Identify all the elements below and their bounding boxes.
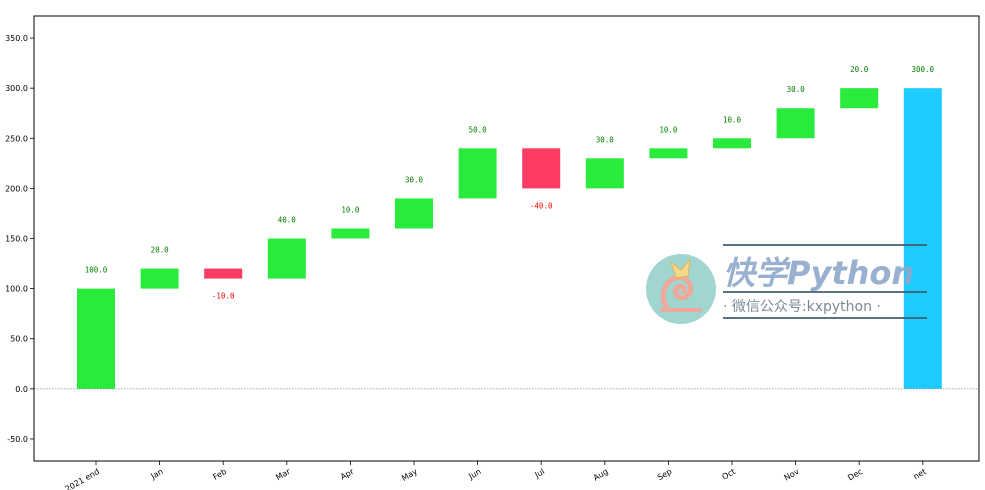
x-tick-label: Nov bbox=[783, 467, 801, 483]
data-labels-group: 100.0 20.0 -10.0 40.0 10.0 30.0 50.0 -40.0 30.0 1… bbox=[85, 65, 935, 300]
x-tick-label: Jan bbox=[149, 467, 165, 481]
bar-may bbox=[395, 198, 433, 229]
y-tick-label: 350.0 bbox=[5, 34, 28, 43]
y-tick-label: 150.0 bbox=[5, 235, 28, 244]
bar-jan bbox=[140, 268, 179, 289]
bar-aug bbox=[585, 158, 624, 189]
bar-net bbox=[903, 88, 942, 389]
watermark-title: 快学Python bbox=[723, 254, 914, 292]
data-label: 10.0 bbox=[723, 115, 742, 124]
y-tick-label: 200.0 bbox=[5, 184, 28, 193]
data-label: 100.0 bbox=[85, 266, 108, 275]
x-tick-label: 2021 end bbox=[64, 467, 101, 490]
x-axis: 2021 end Jan Feb Mar Apr May Jun Jul Aug Sep Oct No… bbox=[64, 461, 928, 490]
x-tick-label: net bbox=[912, 467, 928, 481]
y-tick-label: 0.0 bbox=[15, 385, 28, 394]
x-tick-label: Sep bbox=[656, 467, 674, 482]
data-label: 50.0 bbox=[469, 125, 488, 134]
data-label: 40.0 bbox=[278, 216, 297, 225]
bar-apr bbox=[331, 228, 370, 239]
bars-group bbox=[77, 88, 942, 389]
data-label: 30.0 bbox=[596, 135, 615, 144]
bar-oct bbox=[713, 138, 751, 149]
x-tick-label: Oct bbox=[721, 467, 737, 482]
x-tick-label: Dec bbox=[846, 467, 864, 483]
bar-mar bbox=[267, 238, 306, 279]
y-axis: -50.0 0.0 50.0 100.0 150.0 200.0 250.0 300.0 350… bbox=[5, 34, 34, 444]
watermark-logo bbox=[646, 254, 716, 324]
watermark-subtitle: · 微信公众号:kxpython · bbox=[723, 299, 881, 315]
bar-feb bbox=[204, 268, 243, 279]
data-label: 20.0 bbox=[850, 65, 869, 74]
y-tick-label: -50.0 bbox=[7, 435, 28, 444]
data-label: 300.0 bbox=[912, 65, 935, 74]
bar-nov bbox=[776, 108, 815, 139]
watermark: 快学Python · 微信公众号:kxpython · bbox=[646, 244, 927, 324]
bar-sep bbox=[649, 148, 688, 159]
data-label: -40.0 bbox=[530, 201, 553, 210]
x-tick-label: Apr bbox=[339, 467, 356, 482]
x-tick-label: Jun bbox=[466, 467, 482, 482]
data-label: 10.0 bbox=[659, 125, 678, 134]
data-label: -10.0 bbox=[212, 292, 235, 301]
plot-background bbox=[34, 16, 979, 461]
y-tick-label: 100.0 bbox=[5, 285, 28, 294]
data-label: 30.0 bbox=[787, 85, 806, 94]
data-label: 20.0 bbox=[151, 246, 170, 255]
bar-dec bbox=[840, 88, 879, 109]
data-label: 30.0 bbox=[405, 175, 424, 184]
bar-2021-end bbox=[77, 288, 115, 389]
x-tick-label: Aug bbox=[592, 467, 610, 483]
x-tick-label: Mar bbox=[274, 467, 292, 483]
data-label: 10.0 bbox=[341, 205, 360, 214]
x-tick-label: Jul bbox=[532, 467, 546, 480]
x-tick-label: May bbox=[400, 467, 419, 483]
y-tick-label: 250.0 bbox=[5, 134, 28, 143]
bar-jun bbox=[458, 148, 497, 199]
plot-frame bbox=[33, 15, 980, 462]
y-tick-label: 50.0 bbox=[10, 335, 28, 344]
x-tick-label: Feb bbox=[211, 467, 228, 482]
bar-jul bbox=[522, 148, 561, 189]
y-tick-label: 300.0 bbox=[5, 84, 28, 93]
